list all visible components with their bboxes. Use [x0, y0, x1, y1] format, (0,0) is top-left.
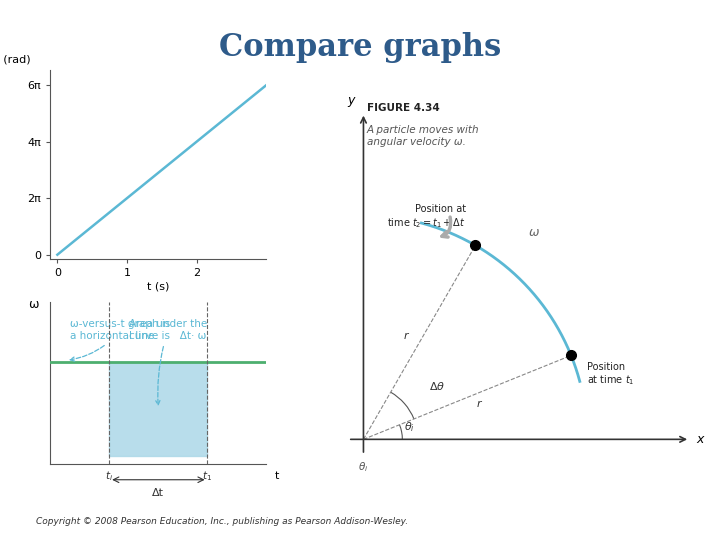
- Text: Copyright © 2008 Pearson Education, Inc., publishing as Pearson Addison-Wesley.: Copyright © 2008 Pearson Education, Inc.…: [36, 517, 408, 526]
- Text: r: r: [477, 399, 481, 409]
- Text: Position at
time $t_2 = t_1 + \Delta t$: Position at time $t_2 = t_1 + \Delta t$: [387, 204, 466, 230]
- Text: ω-versus-t graph is
a horizontal line.: ω-versus-t graph is a horizontal line.: [70, 320, 171, 361]
- X-axis label: t (s): t (s): [147, 281, 170, 291]
- Text: Area under the
curve is   Δt· ω: Area under the curve is Δt· ω: [129, 320, 207, 405]
- Text: Position
at time $t_1$: Position at time $t_1$: [587, 362, 634, 388]
- Y-axis label: θ (rad): θ (rad): [0, 55, 30, 64]
- Text: FIGURE 4.34: FIGURE 4.34: [366, 104, 439, 113]
- Text: $\omega$: $\omega$: [528, 226, 540, 239]
- Text: $\theta_i$: $\theta_i$: [404, 420, 415, 434]
- Text: y: y: [347, 93, 355, 106]
- Text: A particle moves with
angular velocity ω.: A particle moves with angular velocity ω…: [366, 125, 480, 147]
- Text: x: x: [696, 433, 703, 446]
- Text: Δt: Δt: [153, 488, 164, 498]
- X-axis label: t: t: [275, 471, 279, 481]
- Text: $\Delta\theta$: $\Delta\theta$: [429, 380, 445, 392]
- Y-axis label: ω: ω: [28, 298, 38, 310]
- Text: r: r: [404, 331, 408, 341]
- Text: $t_i$: $t_i$: [105, 469, 113, 483]
- Text: $\theta_i$: $\theta_i$: [359, 461, 369, 474]
- Text: Compare graphs: Compare graphs: [219, 32, 501, 63]
- Text: $t_1$: $t_1$: [202, 469, 212, 483]
